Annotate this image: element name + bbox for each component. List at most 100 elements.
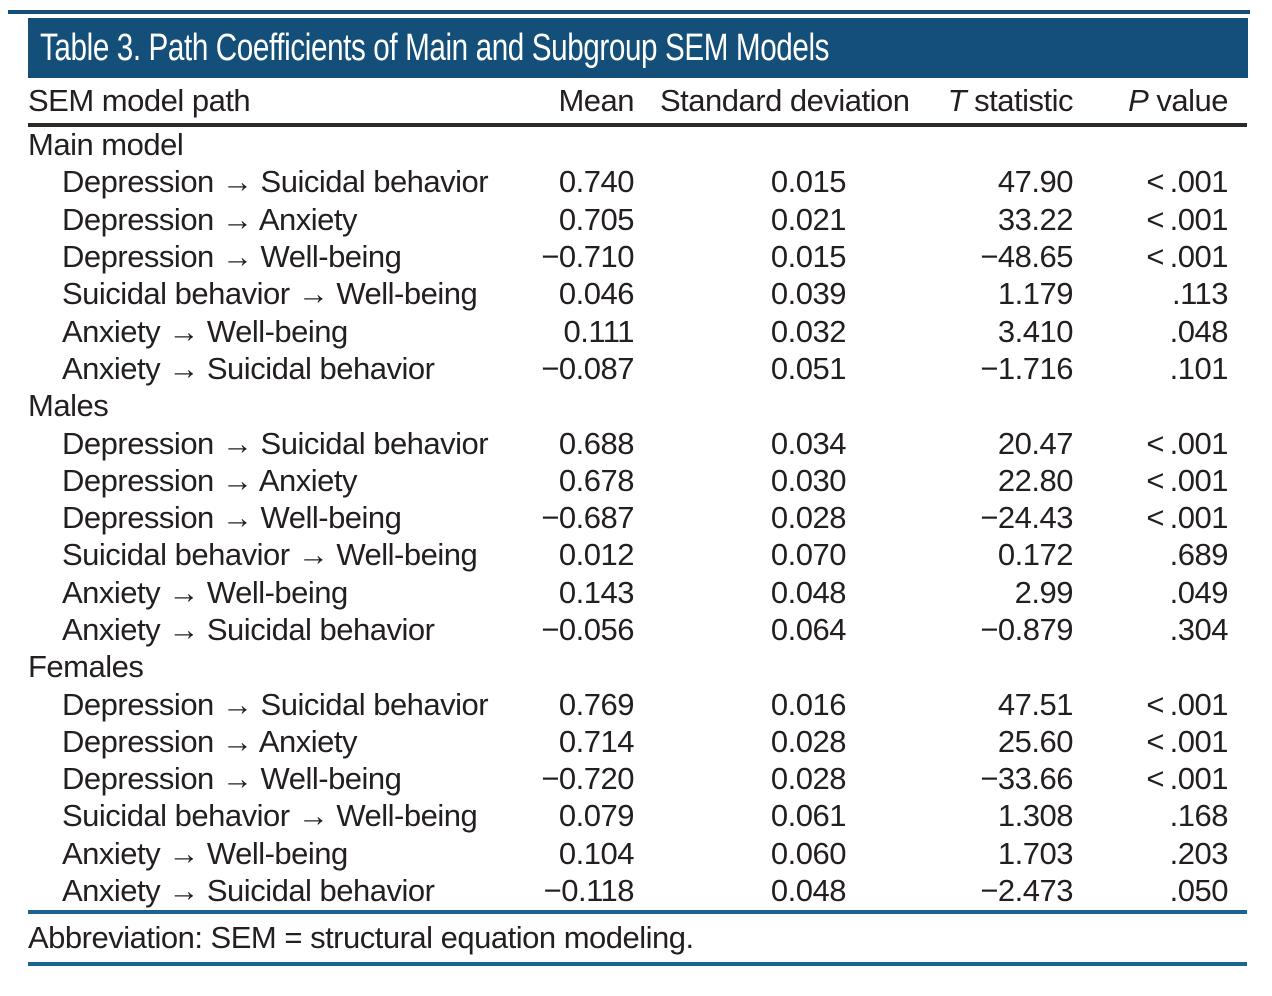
footer-rule-top [28,910,1247,914]
table-title-bar: Table 3. Path Coefficients of Main and S… [28,18,1248,78]
mean-cell: 0.705 [558,201,635,237]
column-header-sd: Standard deviation [660,82,910,118]
table-body: Main model Depression → Suicidal behavior… [0,127,1272,910]
p-value-cell: .168 [1169,798,1229,834]
path-cell: Depression → Anxiety [62,201,357,237]
table-row: Depression → Anxiety 0.714 0.028 25.60 < .00… [0,723,1272,760]
footer-rule-bottom [28,962,1247,966]
path-cell: Depression → Anxiety [62,462,357,498]
sd-cell: 0.064 [770,612,847,647]
table-row: Depression → Suicidal behavior 0.740 0.015… [0,164,1272,201]
mean-cell: 0.143 [558,574,635,610]
mean-cell: 0.111 [563,313,635,349]
section-header-row: Main model [0,127,1272,164]
table-row: Depression → Well-being −0.710 0.015 −48.65… [0,238,1272,275]
section-label: Males [28,388,109,424]
path-cell: Anxiety → Suicidal behavior [62,612,435,647]
column-header-row: SEM model path Mean Standard deviation T… [0,78,1272,123]
path-cell: Anxiety → Suicidal behavior [62,350,435,386]
t-statistic-cell: −2.473 [980,873,1073,909]
p-value-cell: .203 [1169,835,1229,871]
table-row: Depression → Anxiety 0.678 0.030 22.80 < .00… [0,462,1272,499]
sd-cell: 0.028 [770,723,847,759]
mean-cell: −0.687 [541,500,634,536]
t-statistic-cell: 22.80 [997,462,1074,498]
table-row: Suicidal behavior → Well-being 0.079 0.061… [0,798,1272,835]
t-statistic-cell: −24.43 [980,500,1073,536]
mean-cell: −0.710 [541,239,634,275]
path-cell: Depression → Suicidal behavior [62,686,489,722]
t-statistic-cell: 47.51 [997,686,1074,722]
mean-cell: 0.079 [558,798,635,834]
mean-cell: −0.118 [543,873,635,909]
p-value-cell: .049 [1169,574,1229,610]
p-value-cell: .304 [1169,612,1229,647]
table-row: Anxiety → Suicidal behavior −0.118 0.048 −2… [0,872,1272,909]
mean-cell: −0.056 [541,612,634,647]
mean-cell: 0.688 [558,425,635,461]
p-value-cell: .113 [1171,276,1229,312]
table-title: Table 3. Path Coefficients of Main and S… [40,26,830,69]
path-cell: Depression → Anxiety [62,723,357,759]
path-cell: Suicidal behavior → Well-being [62,276,478,312]
table-row: Suicidal behavior → Well-being 0.012 0.070… [0,537,1272,574]
section-header-row: Females [0,649,1272,686]
path-cell: Depression → Well-being [62,239,402,275]
path-cell: Depression → Suicidal behavior [62,164,489,200]
path-cell: Anxiety → Well-being [62,574,348,610]
top-rule [8,10,1250,14]
table-row: Depression → Well-being −0.687 0.028 −24.43… [0,499,1272,536]
p-value-cell: < .001 [1146,164,1228,200]
table-row: Anxiety → Well-being 0.104 0.060 1.703 .203 [0,835,1272,872]
mean-cell: −0.720 [541,761,634,797]
t-statistic-cell: 1.179 [997,276,1074,312]
t-statistic-cell: 2.99 [1014,574,1074,610]
p-value-cell: < .001 [1146,500,1228,536]
p-value-cell: < .001 [1146,425,1228,461]
p-value-cell: < .001 [1146,761,1228,797]
t-statistic-cell: 47.90 [997,164,1074,200]
sd-cell: 0.048 [770,873,847,909]
path-cell: Anxiety → Suicidal behavior [62,873,435,909]
column-header-t: T statistic [930,83,1100,119]
column-header-path: SEM model path [28,82,251,118]
t-statistic-italic: T [947,82,967,118]
mean-cell: 0.714 [558,723,635,759]
sd-cell: 0.028 [770,500,847,536]
sd-cell: 0.048 [770,574,847,610]
table-row: Anxiety → Suicidal behavior −0.056 0.064 −0… [0,611,1272,648]
table-row: Depression → Well-being −0.720 0.028 −33.66… [0,761,1272,798]
header-rule [28,123,1247,127]
t-statistic-cell: 3.410 [997,313,1074,349]
p-value-cell: .101 [1169,350,1229,386]
t-statistic-cell: −1.716 [980,350,1073,386]
t-statistic-cell: −48.65 [980,239,1073,275]
path-cell: Suicidal behavior → Well-being [62,798,478,834]
p-value-cell: .050 [1169,873,1229,909]
mean-cell: 0.678 [558,462,635,498]
p-value-italic: P [1128,82,1149,118]
t-statistic-cell: −33.66 [980,761,1073,797]
p-value-cell: < .001 [1146,686,1228,722]
table-row: Depression → Suicidal behavior 0.688 0.034… [0,425,1272,462]
section-header-row: Males [0,388,1272,425]
sd-cell: 0.021 [770,201,847,237]
sd-cell: 0.016 [770,686,847,722]
p-value-cell: < .001 [1146,723,1228,759]
sd-cell: 0.070 [770,537,847,573]
t-statistic-cell: 1.308 [997,798,1074,834]
sd-cell: 0.032 [770,313,847,349]
table-row: Depression → Anxiety 0.705 0.021 33.22 < .00… [0,201,1272,238]
mean-cell: −0.087 [541,350,634,386]
section-label: Females [28,649,144,685]
path-cell: Suicidal behavior → Well-being [62,537,478,573]
t-statistic-cell: 20.47 [997,425,1074,461]
p-value-cell: < .001 [1146,462,1228,498]
path-cell: Depression → Suicidal behavior [62,425,489,461]
mean-cell: 0.012 [558,537,635,573]
p-value-cell: .048 [1169,313,1229,349]
sd-cell: 0.051 [770,350,847,386]
path-cell: Anxiety → Well-being [62,835,348,871]
path-cell: Depression → Well-being [62,500,402,536]
sd-cell: 0.028 [770,761,847,797]
